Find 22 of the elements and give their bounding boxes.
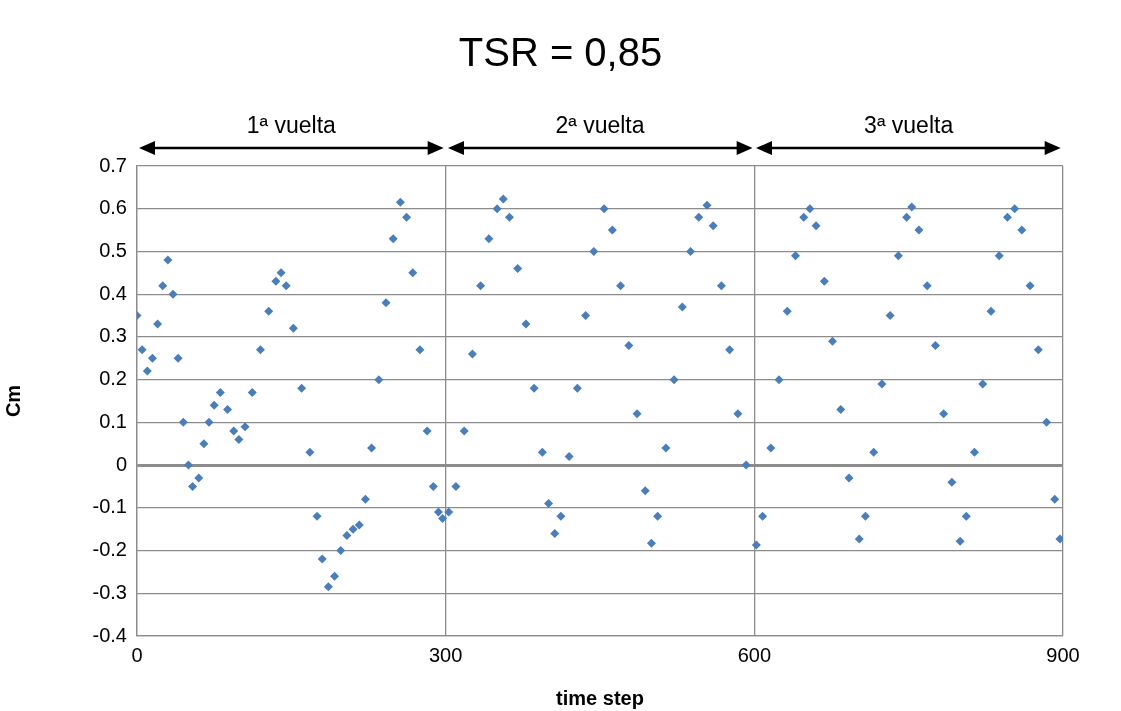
text: 2ª vuelta (555, 112, 645, 139)
y-tick-label: 0.3 (99, 324, 127, 347)
text: 3ª vuelta (864, 112, 954, 139)
y-tick-label: 0 (115, 452, 127, 475)
y-tick-label: -0.3 (92, 580, 127, 603)
y-tick-label: 0.2 (99, 367, 127, 390)
x-tick-label: 900 (1046, 643, 1080, 666)
text: 1ª vuelta (246, 112, 336, 139)
y-tick-label: -0.2 (92, 538, 127, 561)
y-tick-label: 0.1 (99, 409, 127, 432)
chart-title: TSR = 0,85 (457, 30, 664, 75)
x-tick-label: 0 (131, 643, 143, 666)
x-tick-label: 600 (737, 643, 772, 666)
y-tick-label: -0.1 (92, 495, 127, 518)
y-axis-title: Cm (1, 384, 24, 418)
y-tick-label: 0.5 (99, 238, 127, 261)
x-tick-label: 300 (428, 643, 463, 666)
y-tick-label: 0.4 (99, 281, 127, 304)
x-axis-title: time step (556, 686, 644, 709)
y-tick-label: 0.7 (99, 153, 127, 176)
y-tick-label: -0.4 (92, 623, 127, 646)
y-tick-label: 0.6 (99, 196, 127, 219)
